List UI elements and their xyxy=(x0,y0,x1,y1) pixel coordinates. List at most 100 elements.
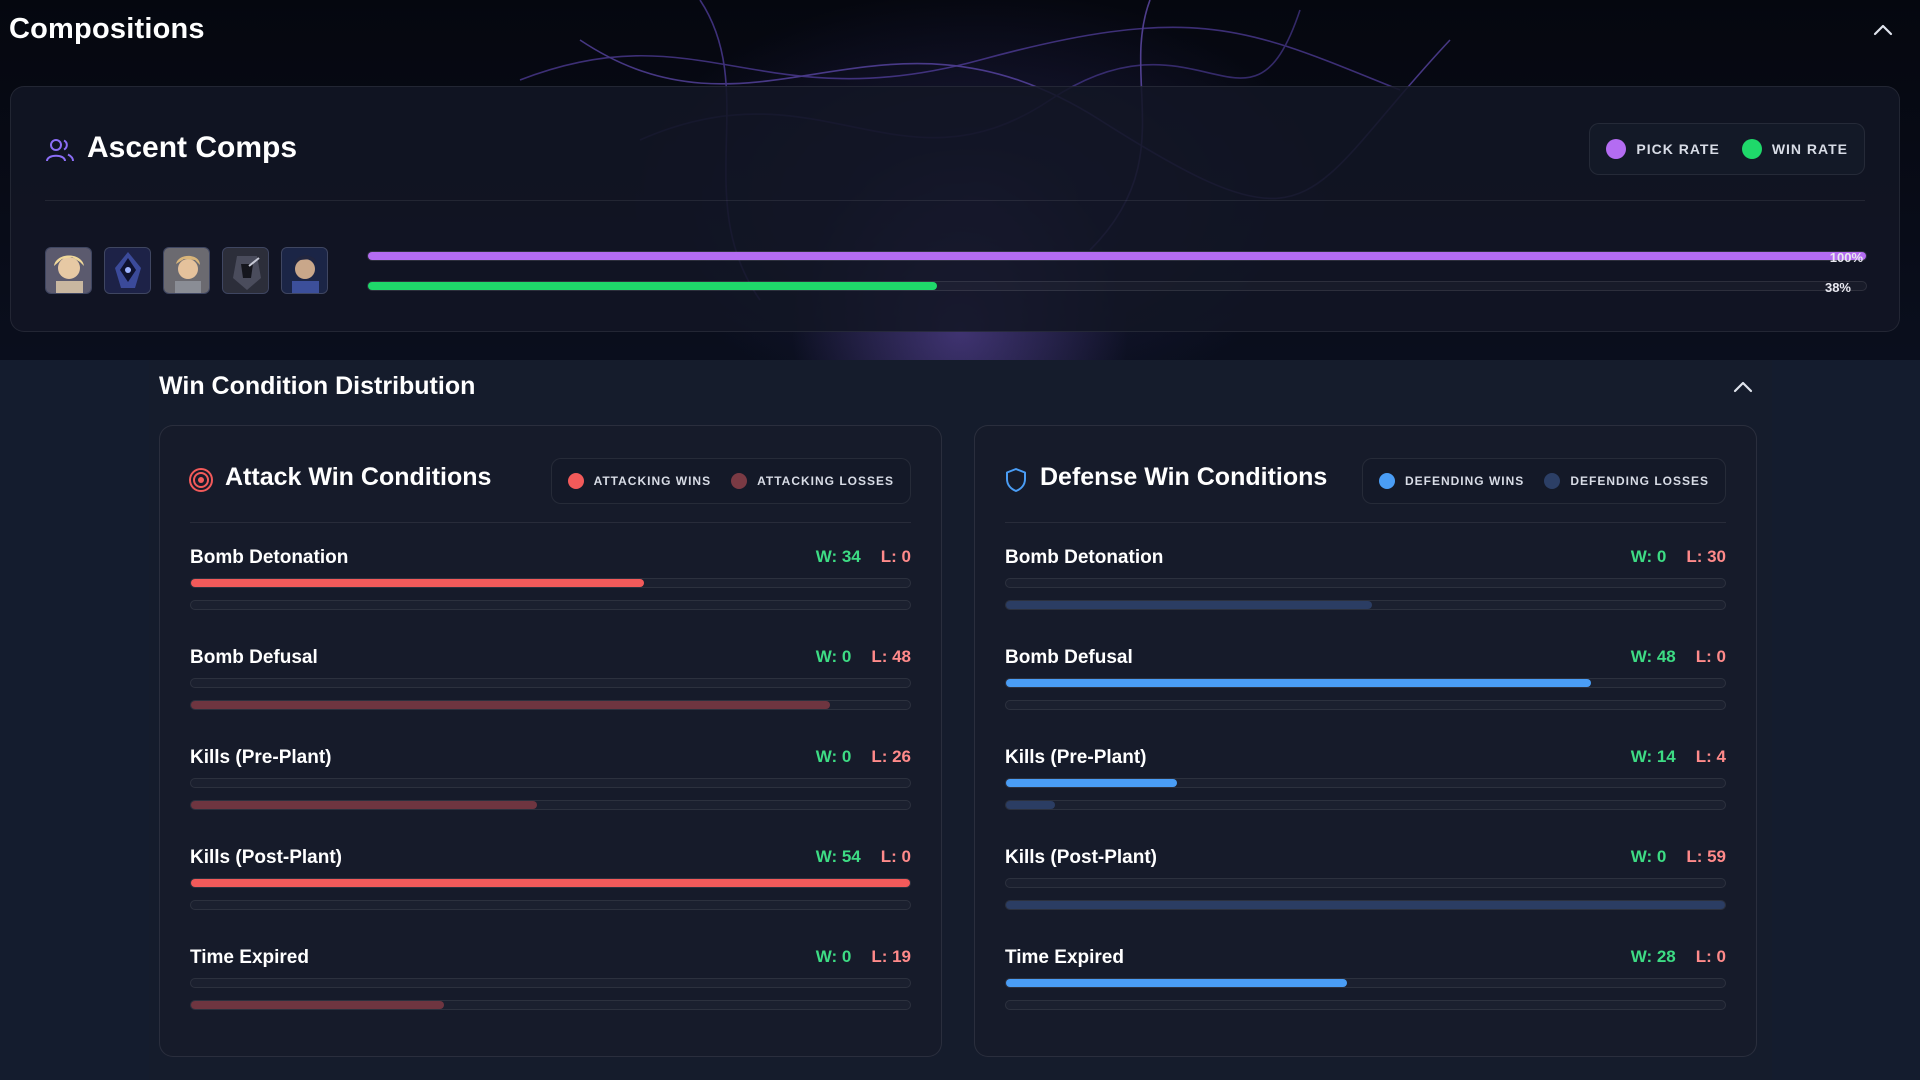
condition-row: Time Expired W: 28 L: 0 xyxy=(1005,947,1726,1037)
losses-bar-fill xyxy=(191,1001,444,1009)
wins-count: W: 0 xyxy=(815,647,852,666)
agent-portrait-3[interactable] xyxy=(163,247,210,294)
section-title-win-conditions: Win Condition Distribution xyxy=(159,372,476,400)
condition-row: Bomb Defusal W: 0 L: 48 xyxy=(190,647,911,737)
condition-label: Bomb Detonation xyxy=(1005,547,1164,568)
wins-bar-fill xyxy=(1006,679,1591,687)
condition-label: Bomb Defusal xyxy=(190,647,318,668)
condition-row: Kills (Pre-Plant) W: 14 L: 4 xyxy=(1005,747,1726,837)
chevron-up-icon xyxy=(1733,381,1753,393)
pick-rate-label: 100% xyxy=(1829,250,1863,265)
losses-bar xyxy=(1005,700,1726,710)
agent-portrait-4[interactable] xyxy=(222,247,269,294)
condition-row: Time Expired W: 0 L: 19 xyxy=(190,947,911,1037)
wins-bar xyxy=(190,678,911,688)
shield-icon xyxy=(1003,467,1029,493)
win-rate-fill xyxy=(368,282,938,290)
legend-label: WIN RATE xyxy=(1771,141,1848,157)
wins-count: W: 0 xyxy=(1630,547,1667,566)
defense-legend: DEFENDING WINS DEFENDING LOSSES xyxy=(1361,458,1726,504)
wins-bar-fill xyxy=(1006,979,1348,987)
condition-label: Bomb Detonation xyxy=(190,547,349,568)
wins-count: W: 0 xyxy=(815,747,852,766)
losses-bar xyxy=(190,600,911,610)
legend-dot xyxy=(1544,473,1561,489)
legend-item-win-rate: WIN RATE xyxy=(1741,139,1848,159)
condition-row: Bomb Defusal W: 48 L: 0 xyxy=(1005,647,1726,737)
agent-portraits xyxy=(45,247,328,294)
condition-label: Time Expired xyxy=(1005,947,1124,968)
wins-bar xyxy=(1005,678,1726,688)
losses-count: L: 0 xyxy=(1695,647,1726,666)
condition-row: Kills (Pre-Plant) W: 0 L: 26 xyxy=(190,747,911,837)
win-rate-bar xyxy=(367,281,1867,291)
losses-count: L: 26 xyxy=(871,747,911,766)
losses-bar-fill xyxy=(191,701,831,709)
wins-bar xyxy=(1005,978,1726,988)
wins-bar-fill xyxy=(1006,779,1177,787)
wins-count: W: 54 xyxy=(815,847,861,866)
losses-bar xyxy=(190,800,911,810)
agent-portrait-5[interactable] xyxy=(281,247,328,294)
wins-bar xyxy=(190,578,911,588)
defense-win-conditions-card: Defense Win Conditions DEFENDING WINS DE… xyxy=(974,425,1757,1057)
users-icon xyxy=(45,135,75,165)
pick-rate-bar xyxy=(367,251,1867,261)
losses-bar-fill xyxy=(1006,601,1372,609)
agent-portrait-2[interactable] xyxy=(104,247,151,294)
legend-label: DEFENDING LOSSES xyxy=(1570,474,1709,488)
attack-legend: ATTACKING WINS ATTACKING LOSSES xyxy=(550,458,911,504)
legend-item-attacking-wins: ATTACKING WINS xyxy=(567,473,712,489)
legend-label: PICK RATE xyxy=(1636,141,1720,157)
losses-count: L: 30 xyxy=(1686,547,1726,566)
pick-rate-fill xyxy=(368,252,1866,260)
condition-label: Kills (Post-Plant) xyxy=(1005,847,1158,868)
condition-label: Kills (Post-Plant) xyxy=(190,847,343,868)
legend-item-defending-losses: DEFENDING LOSSES xyxy=(1544,473,1709,489)
losses-bar xyxy=(1005,800,1726,810)
legend-item-defending-wins: DEFENDING WINS xyxy=(1378,473,1524,489)
win-rate-label: 38% xyxy=(1824,280,1851,295)
legend-dot xyxy=(1741,139,1762,159)
losses-count: L: 59 xyxy=(1686,847,1726,866)
wins-count: W: 0 xyxy=(815,947,852,966)
wins-bar xyxy=(1005,778,1726,788)
wins-bar xyxy=(190,878,911,888)
legend-item-attacking-losses: ATTACKING LOSSES xyxy=(731,473,894,489)
wins-count: W: 48 xyxy=(1630,647,1676,666)
agent-portrait-1[interactable] xyxy=(45,247,92,294)
legend-dot xyxy=(731,473,748,489)
losses-bar xyxy=(1005,900,1726,910)
legend-dot xyxy=(1378,473,1395,489)
chevron-up-icon xyxy=(1873,24,1893,36)
divider xyxy=(190,522,911,523)
legend-item-pick-rate: PICK RATE xyxy=(1606,139,1719,159)
collapse-compositions-button[interactable] xyxy=(1871,18,1895,42)
target-icon xyxy=(188,467,214,493)
wins-bar xyxy=(1005,878,1726,888)
comp-legend: PICK RATE WIN RATE xyxy=(1589,123,1865,175)
collapse-win-conditions-button[interactable] xyxy=(1731,375,1755,399)
legend-dot xyxy=(1606,139,1627,159)
attack-win-conditions-card: Attack Win Conditions ATTACKING WINS ATT… xyxy=(159,425,942,1057)
losses-bar-fill xyxy=(1006,901,1725,909)
losses-bar xyxy=(1005,1000,1726,1010)
condition-label: Kills (Pre-Plant) xyxy=(1005,747,1147,768)
condition-row: Bomb Detonation W: 0 L: 30 xyxy=(1005,547,1726,637)
losses-bar-fill xyxy=(1006,801,1055,809)
condition-label: Bomb Defusal xyxy=(1005,647,1133,668)
divider xyxy=(45,200,1865,201)
losses-bar xyxy=(190,700,911,710)
losses-bar xyxy=(190,900,911,910)
wins-bar xyxy=(190,978,911,988)
losses-bar xyxy=(190,1000,911,1010)
losses-bar-fill xyxy=(191,801,538,809)
losses-count: L: 19 xyxy=(871,947,911,966)
condition-label: Kills (Pre-Plant) xyxy=(190,747,332,768)
condition-row: Kills (Post-Plant) W: 0 L: 59 xyxy=(1005,847,1726,937)
condition-label: Time Expired xyxy=(190,947,309,968)
losses-count: L: 0 xyxy=(880,847,911,866)
wins-bar-fill xyxy=(191,579,644,587)
wins-bar-fill xyxy=(191,879,910,887)
condition-row: Bomb Detonation W: 34 L: 0 xyxy=(190,547,911,637)
